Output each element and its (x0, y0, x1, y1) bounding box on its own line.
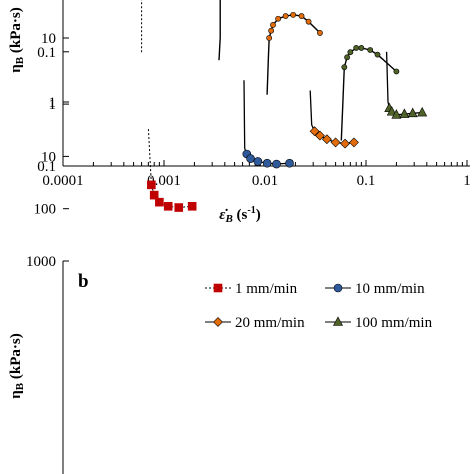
panel-a-y-tick-label: 10 (41, 31, 56, 47)
panel-a-series-line (218, 0, 221, 61)
panel-a-data-point (344, 54, 351, 61)
panel-a-data-point (358, 45, 365, 51)
panel-a-y-axis-title: ηB (kPa·s) (8, 7, 26, 72)
panel-b-data-point (285, 158, 294, 168)
panel-a-x-tick-label: 0.1 (357, 173, 376, 189)
panel-b-data-point (262, 158, 272, 168)
panel-a-series-line (340, 47, 397, 141)
panel-b-y-tick-label: 100 (34, 202, 57, 218)
panel-b-data-point (253, 157, 263, 166)
panel-b-y-tick-label: 1 (49, 97, 57, 113)
legend-marker (333, 283, 343, 293)
panel-b-data-point (272, 159, 281, 169)
panel-a-data-point (305, 18, 312, 25)
legend-label: 100 mm/min (355, 315, 433, 331)
legend-label: 20 mm/min (235, 315, 305, 331)
panel-b-data-point (163, 202, 173, 211)
panel-b-series-line (385, 51, 423, 116)
panel-a-y-tick-label: 1 (49, 95, 57, 111)
panel-b-y-axis-title: ηB (kPa·s) (8, 333, 26, 398)
panel-b-data-point (246, 154, 255, 163)
panel-b-data-point (340, 138, 350, 149)
panel-b-data-point (386, 106, 397, 116)
panel-a-y-tick-label: 0.1 (37, 159, 56, 175)
panel-b-y-tick-label: 1000 (26, 254, 56, 270)
panel-a-data-point (275, 15, 282, 22)
panel-a-x-axis-title: ε̇B (s-1) (219, 205, 260, 225)
panel-b-data-point (315, 130, 325, 141)
panel-a-data-point (347, 49, 354, 56)
panel-a-data-point (282, 13, 289, 19)
legend-label: 1 mm/min (235, 281, 298, 297)
panel-a-data-point (353, 45, 360, 51)
panel-a-data-point (266, 35, 273, 41)
panel-b-data-point (399, 108, 410, 118)
panel-a-data-point (374, 51, 381, 58)
legend-label: 10 mm/min (355, 281, 425, 297)
panel-a-data-point (341, 64, 348, 71)
panel-a-x-tick-label: 0.0001 (42, 173, 83, 189)
panel-a-data-point (268, 27, 275, 34)
panel-a-data-point (393, 68, 400, 75)
panel-b-data-point (321, 134, 332, 145)
panel-b-data-point (149, 190, 159, 200)
legend-marker (213, 317, 223, 327)
panel-a-data-point (367, 47, 374, 53)
panel-b-data-point (349, 137, 359, 148)
panel-b-data-point (391, 109, 402, 119)
panel-b-data-point (407, 107, 418, 118)
panel-b-data-point (309, 126, 320, 137)
panel-b-y-tick-label: 0.1 (37, 45, 56, 61)
panel-b-letter: b (78, 271, 89, 292)
panel-a-x-tick-label: 0.01 (252, 173, 278, 189)
panel-b-data-point (417, 106, 428, 117)
panel-a-data-point (270, 22, 276, 28)
panel-b-y-tick-label: 10 (41, 149, 56, 165)
panel-b-data-point (147, 180, 156, 190)
panel-a-data-point (290, 11, 297, 18)
panel-b-data-point (187, 202, 197, 211)
legend-marker (333, 316, 343, 326)
legend-marker (213, 283, 223, 293)
panel-b-data-point (155, 197, 164, 207)
panel-a-data-point (298, 13, 305, 19)
panel-a-data-point (317, 30, 323, 36)
panel-b-data-point (174, 203, 184, 212)
panel-b-data-point (330, 137, 341, 148)
panel-a-x-tick-label: 1 (463, 173, 471, 189)
